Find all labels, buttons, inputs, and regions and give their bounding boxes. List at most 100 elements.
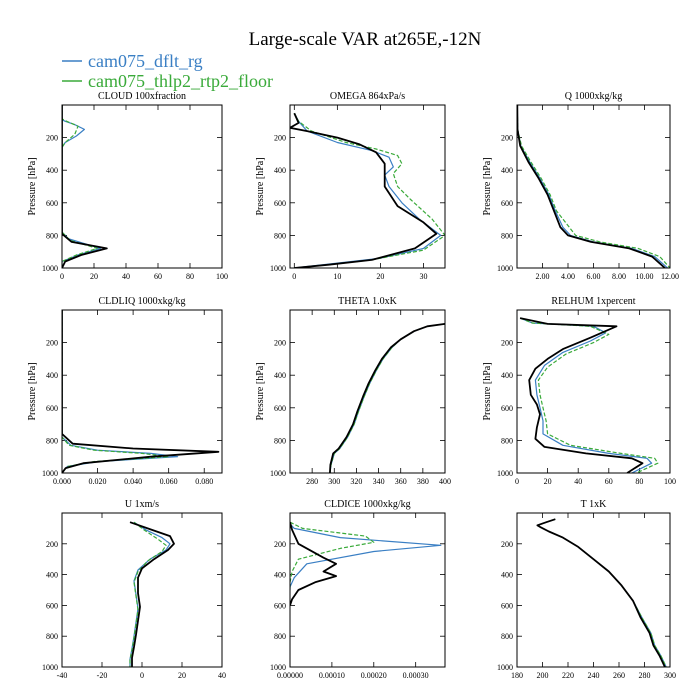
- panel-frame: [61, 512, 223, 668]
- y-tick-label: 200: [274, 540, 286, 549]
- y-tick-label: 1000: [42, 469, 58, 478]
- panel-5: THETA 1.0xK Pressure [hPa] 200 400 600 800 100…: [255, 296, 451, 486]
- panel-title: THETA 1.0xK: [338, 296, 397, 307]
- panel-frame: [61, 104, 223, 269]
- x-tick-label: 20: [544, 477, 552, 486]
- y-tick-label: 600: [501, 404, 513, 413]
- x-tick-label: 12.00: [661, 272, 679, 281]
- y-tick-label: 600: [46, 404, 58, 413]
- series-line-2: [517, 105, 670, 268]
- x-tick-label: 0.040: [124, 477, 142, 486]
- x-tick-label: 300: [664, 671, 676, 680]
- y-tick-label: 200: [501, 540, 513, 549]
- series-line-3: [129, 521, 175, 667]
- x-tick-label: 60: [605, 477, 613, 486]
- y-tick-label: 600: [46, 601, 58, 610]
- y-tick-label: 1000: [270, 264, 286, 273]
- y-tick-label: 400: [274, 166, 286, 175]
- x-tick-label: 360: [395, 477, 407, 486]
- series-line-2: [290, 521, 375, 590]
- y-tick-label: 800: [46, 436, 58, 445]
- y-tick-label: 400: [46, 166, 58, 175]
- legend: cam075_dflt_rg cam075_thlp2_rtp2_floor: [62, 51, 273, 91]
- x-tick-label: 80: [186, 272, 194, 281]
- x-tick-label: 0.000: [53, 477, 71, 486]
- x-tick-label: 0: [140, 671, 144, 680]
- y-tick-label: 200: [46, 540, 58, 549]
- x-tick-label: -40: [57, 671, 68, 680]
- x-tick-label: 260: [613, 671, 625, 680]
- y-tick-label: 200: [501, 134, 513, 143]
- x-tick-label: 300: [328, 477, 340, 486]
- panel-4: CLDLIQ 1000xkg/kg Pressure [hPa] 200 400 600…: [27, 296, 223, 486]
- y-tick-label: 800: [274, 436, 286, 445]
- y-tick-label: 800: [46, 231, 58, 240]
- y-tick-label: 800: [46, 632, 58, 641]
- series-line-3: [536, 518, 666, 667]
- panel-frame: [516, 104, 671, 269]
- series-line-3: [62, 105, 108, 268]
- x-tick-label: 100: [216, 272, 228, 281]
- panel-7: U 1xm/s 200 400 600 800 1000-40 -20 0 20 40: [42, 499, 226, 680]
- panel-title: OMEGA 864xPa/s: [330, 91, 405, 102]
- series-line-3: [290, 521, 337, 606]
- y-tick-label: 200: [501, 339, 513, 348]
- series-line-3: [290, 112, 438, 268]
- x-tick-label: 180: [511, 671, 523, 680]
- y-tick-label: 200: [274, 134, 286, 143]
- series-line-2: [62, 105, 98, 268]
- y-axis-label: Pressure [hPa]: [255, 157, 266, 215]
- x-tick-label: 40: [122, 272, 130, 281]
- x-tick-label: 0: [292, 272, 296, 281]
- y-tick-label: 400: [501, 371, 513, 380]
- panel-title: T 1xK: [581, 499, 607, 510]
- y-tick-label: 800: [501, 632, 513, 641]
- y-tick-label: 1000: [270, 469, 286, 478]
- x-tick-label: 0.00020: [361, 671, 387, 680]
- x-tick-label: 80: [635, 477, 643, 486]
- x-tick-label: 0.020: [89, 477, 107, 486]
- x-tick-label: 40: [218, 671, 226, 680]
- series-line-1: [519, 317, 653, 473]
- panel-frame: [516, 309, 671, 474]
- x-tick-label: 40: [574, 477, 582, 486]
- y-axis-label: Pressure [hPa]: [27, 362, 38, 420]
- x-tick-label: 320: [350, 477, 362, 486]
- x-tick-label: 4.00: [561, 272, 575, 281]
- y-tick-label: 400: [501, 571, 513, 580]
- y-tick-label: 1000: [497, 469, 513, 478]
- series-line-3: [517, 105, 666, 268]
- panel-3: Q 1000xkg/kg Pressure [hPa] 200 400 600 800 10…: [482, 91, 679, 281]
- x-tick-label: 30: [419, 272, 427, 281]
- y-tick-label: 1000: [497, 264, 513, 273]
- y-tick-label: 400: [46, 371, 58, 380]
- series-line-1: [517, 105, 668, 268]
- x-tick-label: 380: [417, 477, 429, 486]
- y-tick-label: 1000: [42, 663, 58, 672]
- series-line-1: [536, 518, 667, 667]
- y-tick-label: 200: [274, 339, 286, 348]
- panel-title: U 1xm/s: [125, 499, 159, 510]
- panel-frame: [289, 104, 446, 269]
- x-tick-label: 400: [439, 477, 451, 486]
- x-tick-label: 0.060: [160, 477, 178, 486]
- y-tick-label: 400: [274, 571, 286, 580]
- x-tick-label: 280: [306, 477, 318, 486]
- series-line-1: [293, 112, 442, 268]
- x-tick-label: 0.00000: [277, 671, 303, 680]
- panel-title: Q 1000xkg/kg: [565, 91, 623, 102]
- panel-title: CLDLIQ 1000xkg/kg: [99, 296, 186, 307]
- series-line-1: [290, 523, 442, 590]
- y-axis-label: Pressure [hPa]: [482, 157, 493, 215]
- y-tick-label: 600: [274, 404, 286, 413]
- series-line-2: [129, 521, 167, 667]
- series-line-2: [329, 323, 445, 473]
- y-axis-label: Pressure [hPa]: [255, 362, 266, 420]
- series-line-2: [536, 518, 667, 667]
- x-tick-label: 0: [60, 272, 64, 281]
- x-tick-label: 10: [333, 272, 341, 281]
- y-tick-label: 800: [274, 231, 286, 240]
- panel-frame: [289, 512, 446, 668]
